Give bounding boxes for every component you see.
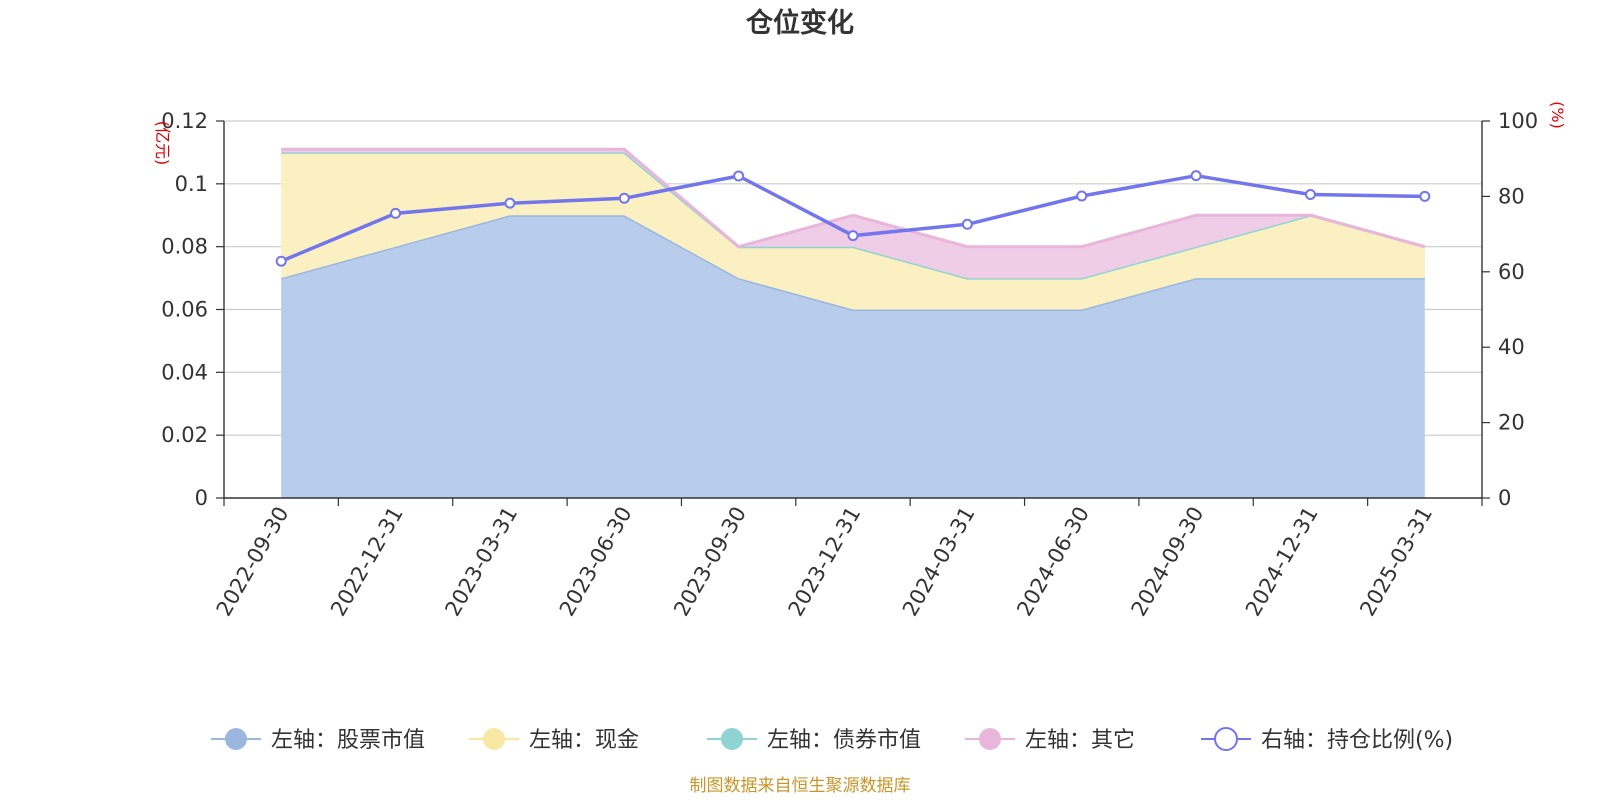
chart-title: 仓位变化: [745, 7, 854, 39]
left-tick-label: 0.04: [161, 360, 208, 384]
right-axis-unit: (%): [1548, 101, 1567, 129]
legend-item-4: 左轴：其它: [965, 728, 1135, 753]
x-tick-label: 2022-09-30: [212, 503, 294, 621]
x-tick-label: 2024-06-30: [1012, 503, 1094, 621]
right-tick-label: 100: [1498, 109, 1538, 133]
area-4: [281, 149, 1425, 279]
ratio-point: [961, 218, 973, 230]
x-tick-label: 2024-03-31: [898, 503, 980, 621]
left-tick-label: 0.06: [161, 298, 208, 322]
legend-label: 左轴：其它: [1025, 728, 1135, 753]
x-tick-label: 2024-09-30: [1127, 503, 1209, 621]
right-tick-label: 60: [1498, 260, 1525, 284]
right-tick-label: 20: [1498, 411, 1525, 435]
legend-label: 左轴：现金: [529, 728, 639, 753]
x-tick-label: 2023-06-30: [555, 503, 637, 621]
legend-label: 左轴：股票市值: [271, 728, 425, 753]
legend-marker: [225, 728, 247, 750]
legend-item-5: 右轴：持仓比例(%): [1201, 727, 1453, 753]
right-tick-label: 80: [1498, 184, 1525, 208]
ratio-point: [390, 207, 402, 219]
x-tick-label: 2023-12-31: [784, 503, 866, 621]
ratio-point: [733, 170, 745, 182]
legend-item-1: 左轴：股票市值: [211, 728, 425, 753]
left-tick-label: 0.1: [175, 172, 208, 196]
x-tick-label: 2023-09-30: [669, 503, 751, 621]
left-axis-unit: (亿元): [153, 121, 172, 166]
ratio-point: [1076, 190, 1088, 202]
ratio-point: [1304, 189, 1316, 201]
right-tick-label: 40: [1498, 335, 1525, 359]
legend-marker: [721, 728, 743, 750]
area-1: [281, 215, 1425, 499]
stacked-areas: [280, 147, 1426, 499]
data-source: 制图数据来自恒生聚源数据库: [690, 776, 911, 796]
ratio-point: [618, 192, 630, 204]
left-tick-label: 0.08: [161, 235, 208, 259]
legend-marker: [483, 728, 505, 750]
left-tick-label: 0.12: [161, 109, 208, 133]
right-tick-label: 0: [1498, 486, 1511, 510]
ratio-point: [847, 230, 859, 242]
legend: 左轴：股票市值 左轴：现金 左轴：债券市值 左轴：其它 右轴：持仓比例(%): [211, 727, 1453, 753]
ratio-point: [1419, 190, 1431, 202]
legend-item-2: 左轴：现金: [469, 728, 639, 753]
ratio-line: [275, 170, 1431, 267]
legend-marker: [979, 728, 1001, 750]
legend-label: 右轴：持仓比例(%): [1261, 728, 1453, 753]
ratio-point: [275, 255, 287, 267]
legend-marker: [1214, 727, 1238, 751]
left-tick-label: 0: [195, 486, 208, 510]
x-tick-label: 2025-03-31: [1355, 503, 1437, 621]
area-2: [281, 152, 1425, 310]
ratio-point: [1190, 170, 1202, 182]
left-tick-label: 0.02: [161, 423, 208, 447]
area-edge-4: [281, 147, 1426, 249]
legend-label: 左轴：债券市值: [767, 728, 921, 753]
x-tick-label: 2022-12-31: [326, 502, 408, 620]
legend-item-3: 左轴：债券市值: [707, 728, 921, 753]
ratio-point: [504, 197, 516, 209]
x-tick-label: 2023-03-31: [440, 503, 522, 621]
x-tick-label: 2024-12-31: [1241, 503, 1323, 621]
